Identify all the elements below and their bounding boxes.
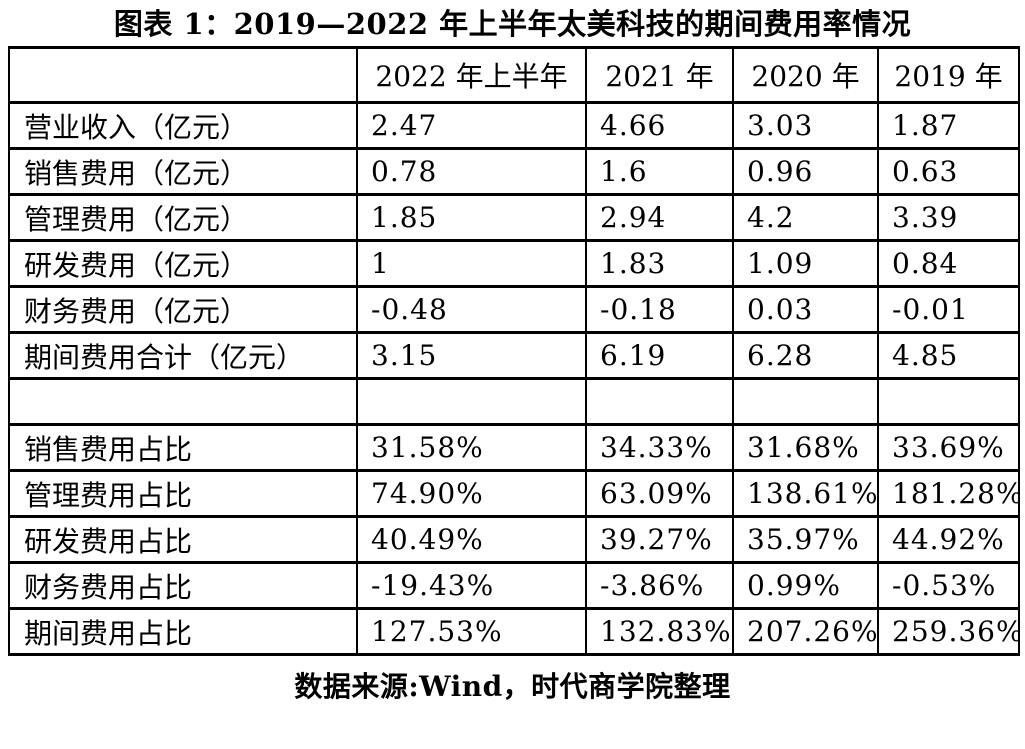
cell-value: 4.85 xyxy=(877,331,1020,380)
cell-value: 63.09% xyxy=(585,469,734,518)
cell-value: 35.97% xyxy=(732,515,879,564)
table-title: 图表 1：2019—2022 年上半年太美科技的期间费用率情况 xyxy=(113,7,912,41)
cell-value: 44.92% xyxy=(877,515,1020,564)
table-row: 期间费用合计（亿元） 3.15 6.19 6.28 4.85 xyxy=(8,331,1020,380)
year-column-header: 2021 年 xyxy=(585,46,734,104)
table-row: 管理费用占比 74.90% 63.09% 138.61% 181.28% xyxy=(8,469,1020,518)
cell-value: 1.09 xyxy=(732,239,879,288)
row-label: 期间费用占比 xyxy=(8,607,358,656)
cell-value: 0.63 xyxy=(877,147,1020,196)
row-label: 期间费用合计（亿元） xyxy=(8,331,358,380)
cell-value xyxy=(877,377,1020,426)
row-label: 研发费用占比 xyxy=(8,515,358,564)
cell-value: 132.83% xyxy=(585,607,734,656)
cell-value: -0.18 xyxy=(585,285,734,334)
cell-value: 40.49% xyxy=(356,515,587,564)
cell-value: 74.90% xyxy=(356,469,587,518)
cell-value: 2.47 xyxy=(356,101,587,150)
year-column-header: 2022 年上半年 xyxy=(356,46,587,104)
cell-value: 34.33% xyxy=(585,423,734,472)
cell-value: 31.58% xyxy=(356,423,587,472)
row-label: 营业收入（亿元） xyxy=(8,101,358,150)
cell-value: 1.85 xyxy=(356,193,587,242)
row-label: 销售费用（亿元） xyxy=(8,147,358,196)
row-label: 管理费用（亿元） xyxy=(8,193,358,242)
cell-value: 4.2 xyxy=(732,193,879,242)
cell-value: 4.66 xyxy=(585,101,734,150)
expense-ratio-table: 2022 年上半年 2021 年 2020 年 2019 年 营业收入（亿元） 2.47… xyxy=(8,46,1020,656)
cell-value: -3.86% xyxy=(585,561,734,610)
cell-value: 33.69% xyxy=(877,423,1020,472)
cell-value: 3.39 xyxy=(877,193,1020,242)
cell-value xyxy=(585,377,734,426)
row-label: 销售费用占比 xyxy=(8,423,358,472)
table-row: 研发费用（亿元） 1 1.83 1.09 0.84 xyxy=(8,239,1020,288)
cell-value: 0.03 xyxy=(732,285,879,334)
cell-value: 138.61% xyxy=(732,469,879,518)
row-label: 财务费用占比 xyxy=(8,561,358,610)
data-source-note: 数据来源:Wind，时代商学院整理 xyxy=(294,670,731,703)
corner-header-cell xyxy=(8,46,358,104)
table-row: 管理费用（亿元） 1.85 2.94 4.2 3.39 xyxy=(8,193,1020,242)
row-label: 管理费用占比 xyxy=(8,469,358,518)
table-row: 销售费用（亿元） 0.78 1.6 0.96 0.63 xyxy=(8,147,1020,196)
cell-value: 1.87 xyxy=(877,101,1020,150)
cell-value: 6.28 xyxy=(732,331,879,380)
cell-value xyxy=(356,377,587,426)
cell-value: 39.27% xyxy=(585,515,734,564)
cell-value: 0.96 xyxy=(732,147,879,196)
header-row: 2022 年上半年 2021 年 2020 年 2019 年 xyxy=(8,46,1020,104)
cell-value: 31.68% xyxy=(732,423,879,472)
cell-value: 181.28% xyxy=(877,469,1020,518)
cell-value: 2.94 xyxy=(585,193,734,242)
table-row: 财务费用占比 -19.43% -3.86% 0.99% -0.53% xyxy=(8,561,1020,610)
cell-value: 3.03 xyxy=(732,101,879,150)
cell-value: 3.15 xyxy=(356,331,587,380)
row-label: 研发费用（亿元） xyxy=(8,239,358,288)
cell-value: -0.01 xyxy=(877,285,1020,334)
cell-value: 1.83 xyxy=(585,239,734,288)
year-column-header: 2019 年 xyxy=(877,46,1020,104)
table-row: 研发费用占比 40.49% 39.27% 35.97% 44.92% xyxy=(8,515,1020,564)
spacer-row xyxy=(8,377,1020,426)
row-label: 财务费用（亿元） xyxy=(8,285,358,334)
year-column-header: 2020 年 xyxy=(732,46,879,104)
cell-value: -0.53% xyxy=(877,561,1020,610)
cell-value xyxy=(732,377,879,426)
table-row: 销售费用占比 31.58% 34.33% 31.68% 33.69% xyxy=(8,423,1020,472)
cell-value: 0.99% xyxy=(732,561,879,610)
cell-value: 1.6 xyxy=(585,147,734,196)
cell-value: 1 xyxy=(356,239,587,288)
row-label xyxy=(8,377,358,426)
cell-value: 6.19 xyxy=(585,331,734,380)
cell-value: 259.36% xyxy=(877,607,1020,656)
cell-value: 0.84 xyxy=(877,239,1020,288)
cell-value: -19.43% xyxy=(356,561,587,610)
cell-value: 207.26% xyxy=(732,607,879,656)
cell-value: 127.53% xyxy=(356,607,587,656)
table-row: 期间费用占比 127.53% 132.83% 207.26% 259.36% xyxy=(8,607,1020,656)
cell-value: 0.78 xyxy=(356,147,587,196)
table-row: 营业收入（亿元） 2.47 4.66 3.03 1.87 xyxy=(8,101,1020,150)
cell-value: -0.48 xyxy=(356,285,587,334)
table-row: 财务费用（亿元） -0.48 -0.18 0.03 -0.01 xyxy=(8,285,1020,334)
